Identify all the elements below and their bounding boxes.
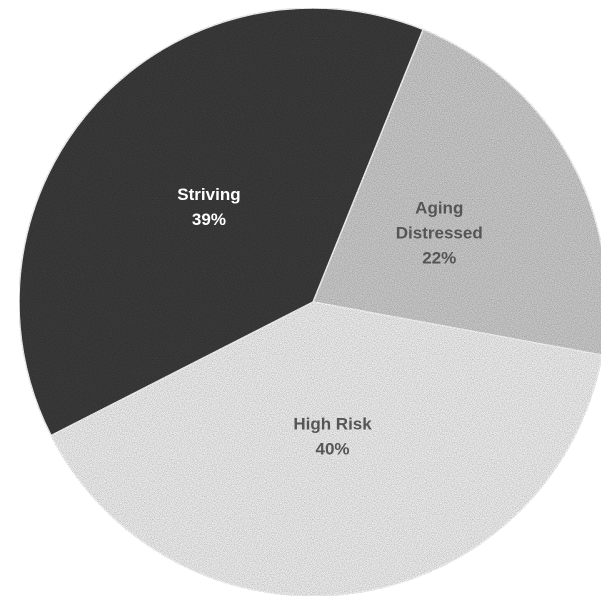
slice-name-label: Aging	[415, 199, 463, 218]
slice-label-high-risk: High Risk 40%	[293, 414, 372, 458]
slice-value-label: 22%	[422, 249, 456, 268]
slice-value-label: 39%	[192, 210, 226, 229]
slice-name-label: High Risk	[293, 414, 372, 433]
slice-value-label: 40%	[316, 439, 350, 458]
slice-name-label: Distressed	[396, 224, 483, 243]
slice-label-aging-distressed: Aging Distressed 22%	[396, 199, 483, 268]
pie-slices	[18, 7, 601, 597]
pie-slice-high-risk	[50, 301, 601, 597]
pie-slice-aging-distressed	[311, 28, 601, 356]
pie-slice-striving	[18, 7, 425, 437]
slice-name-label: Striving	[177, 185, 240, 204]
slice-label-striving: Striving 39%	[177, 185, 240, 229]
pie-labels: Aging Distressed 22% High Risk 40% Striving 39…	[177, 185, 482, 458]
